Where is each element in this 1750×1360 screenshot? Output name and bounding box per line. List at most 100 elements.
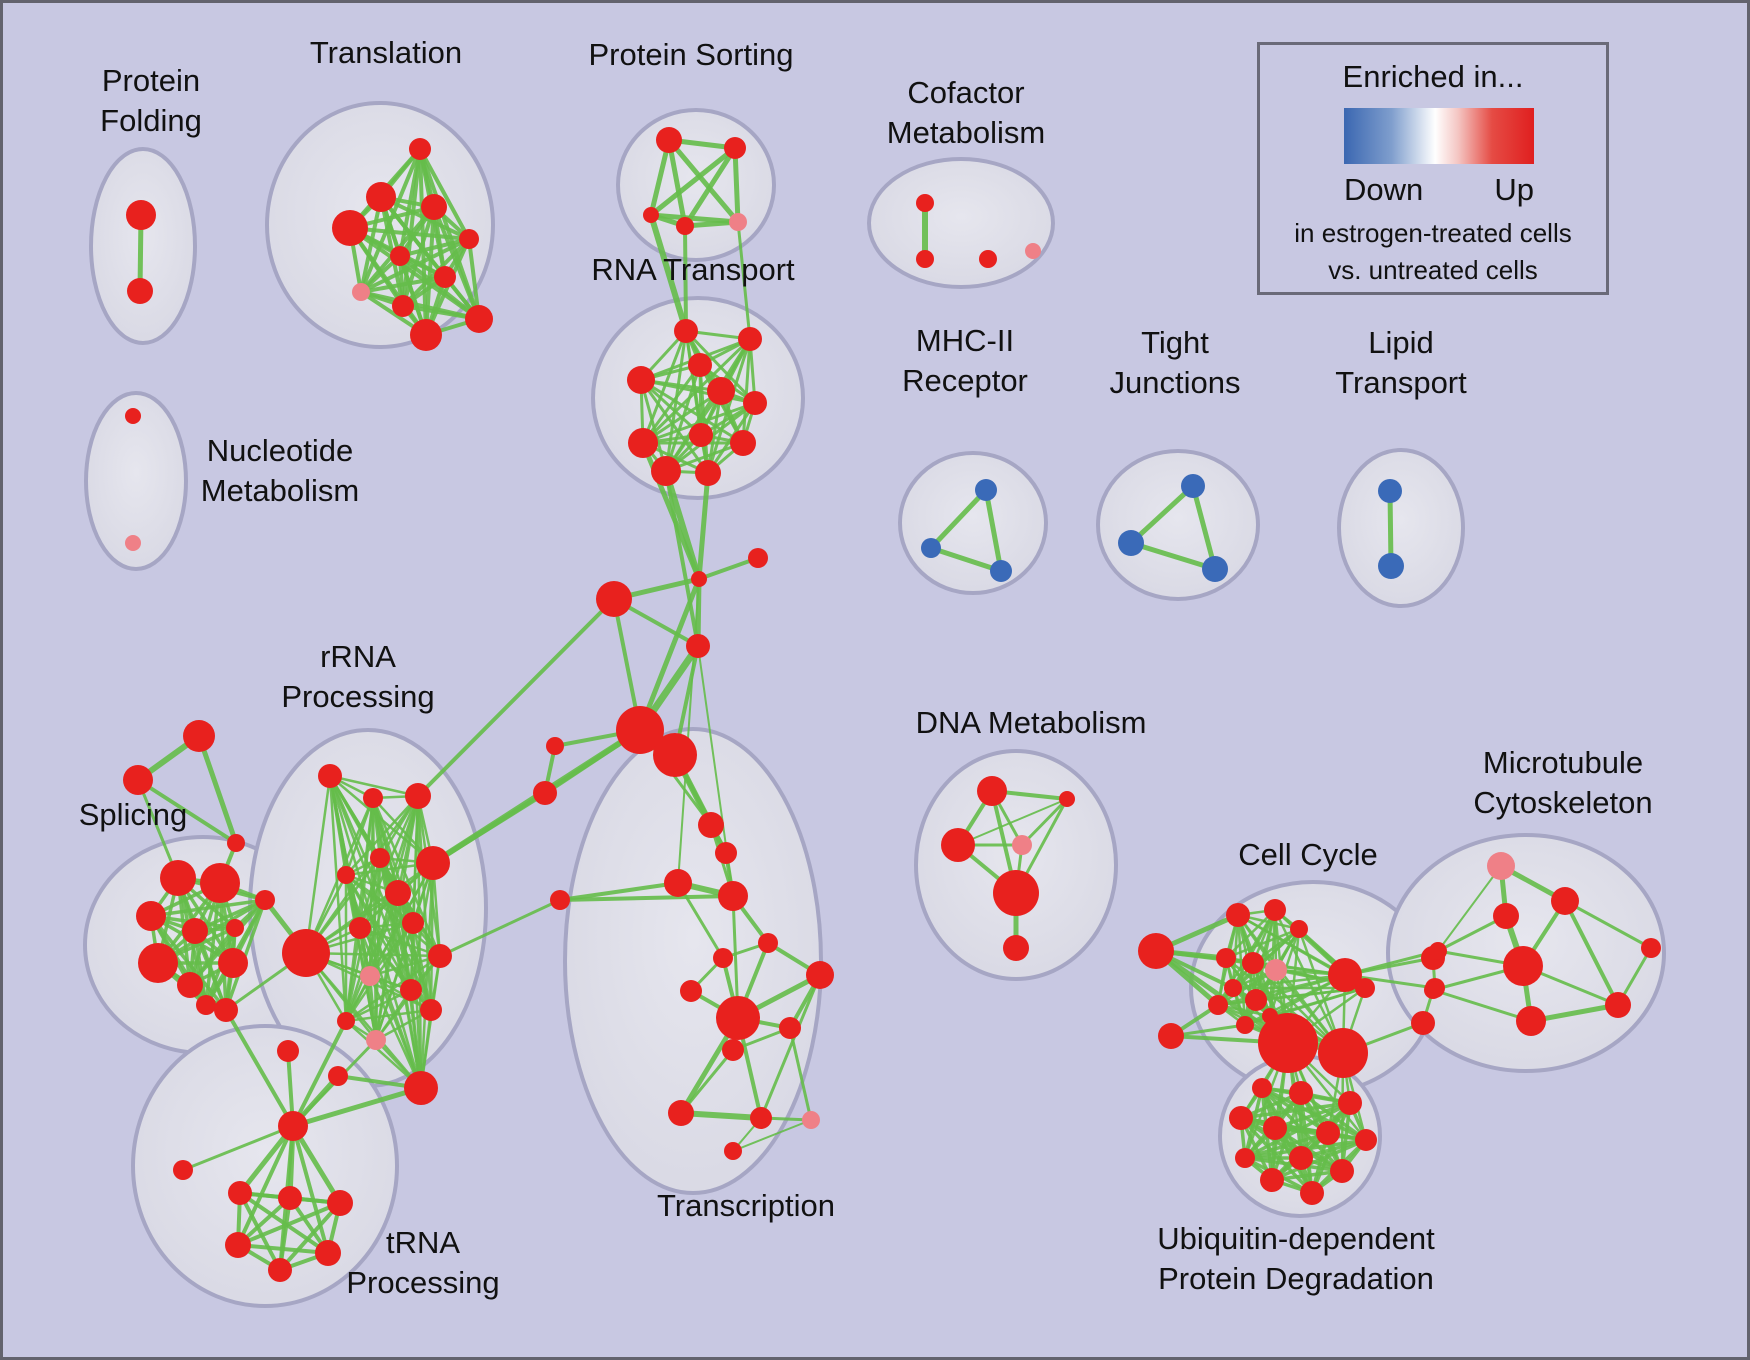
node-splicing-triangle[interactable] — [123, 765, 153, 795]
node-rrna-processing[interactable] — [318, 764, 342, 788]
node-dna-metabolism[interactable] — [1059, 791, 1075, 807]
node-central-connectors[interactable] — [550, 890, 570, 910]
node-cofactor-metabolism[interactable] — [916, 250, 934, 268]
node-ubiquitin-degradation[interactable] — [1289, 1081, 1313, 1105]
node-splicing[interactable] — [177, 972, 203, 998]
node-translation[interactable] — [392, 295, 414, 317]
node-protein-folding[interactable] — [127, 278, 153, 304]
node-rrna-processing[interactable] — [428, 944, 452, 968]
node-translation[interactable] — [409, 138, 431, 160]
node-trna-processing[interactable] — [173, 1160, 193, 1180]
node-ubiquitin-degradation[interactable] — [1316, 1121, 1340, 1145]
node-rrna-processing[interactable] — [337, 866, 355, 884]
node-translation[interactable] — [366, 182, 396, 212]
node-translation[interactable] — [434, 266, 456, 288]
node-cell-cycle[interactable] — [1216, 948, 1236, 968]
node-trna-processing[interactable] — [228, 1181, 252, 1205]
node-protein-sorting[interactable] — [724, 137, 746, 159]
node-transcription[interactable] — [716, 996, 760, 1040]
node-cell-cycle[interactable] — [1411, 1011, 1435, 1035]
node-rna-transport[interactable] — [628, 428, 658, 458]
node-mhc-ii-receptor[interactable] — [975, 479, 997, 501]
node-protein-sorting[interactable] — [676, 217, 694, 235]
node-central-connectors[interactable] — [596, 581, 632, 617]
node-translation[interactable] — [352, 283, 370, 301]
node-nucleotide-metabolism[interactable] — [125, 535, 141, 551]
node-transcription[interactable] — [758, 933, 778, 953]
node-rna-transport[interactable] — [707, 377, 735, 405]
node-microtubule-cytoskeleton[interactable] — [1641, 938, 1661, 958]
node-microtubule-cytoskeleton[interactable] — [1503, 946, 1543, 986]
node-ubiquitin-degradation[interactable] — [1263, 1116, 1287, 1140]
node-rna-transport[interactable] — [730, 430, 756, 456]
node-rrna-processing[interactable] — [370, 848, 390, 868]
node-cell-cycle[interactable] — [1258, 1013, 1318, 1073]
node-central-connectors[interactable] — [691, 571, 707, 587]
node-protein-folding[interactable] — [126, 200, 156, 230]
node-trna-processing[interactable] — [315, 1240, 341, 1266]
node-cell-cycle[interactable] — [1245, 989, 1267, 1011]
node-central-connectors[interactable] — [533, 781, 557, 805]
node-transcription[interactable] — [722, 1039, 744, 1061]
node-ubiquitin-degradation[interactable] — [1300, 1181, 1324, 1205]
node-microtubule-cytoskeleton[interactable] — [1493, 903, 1519, 929]
node-rrna-processing[interactable] — [385, 880, 411, 906]
node-splicing[interactable] — [200, 863, 240, 903]
node-rna-transport[interactable] — [743, 391, 767, 415]
node-transcription[interactable] — [718, 881, 748, 911]
node-translation[interactable] — [410, 319, 442, 351]
node-cofactor-metabolism[interactable] — [1025, 243, 1041, 259]
node-tight-junctions[interactable] — [1118, 530, 1144, 556]
node-transcription[interactable] — [713, 948, 733, 968]
node-protein-sorting[interactable] — [729, 213, 747, 231]
node-splicing-triangle[interactable] — [227, 834, 245, 852]
node-cell-cycle[interactable] — [1265, 959, 1287, 981]
node-translation[interactable] — [390, 246, 410, 266]
node-transcription[interactable] — [680, 980, 702, 1002]
node-rrna-processing[interactable] — [360, 966, 380, 986]
node-central-connectors[interactable] — [546, 737, 564, 755]
node-microtubule-cytoskeleton[interactable] — [1487, 852, 1515, 880]
node-cell-cycle[interactable] — [1264, 899, 1286, 921]
node-splicing[interactable] — [136, 901, 166, 931]
node-microtubule-cytoskeleton[interactable] — [1516, 1006, 1546, 1036]
node-protein-sorting[interactable] — [643, 207, 659, 223]
node-ubiquitin-degradation[interactable] — [1355, 1129, 1377, 1151]
node-splicing[interactable] — [196, 995, 216, 1015]
node-rrna-processing[interactable] — [366, 1030, 386, 1050]
node-cell-cycle[interactable] — [1242, 952, 1264, 974]
node-cell-cycle[interactable] — [1224, 979, 1242, 997]
node-transcription[interactable] — [668, 1100, 694, 1126]
node-dna-metabolism[interactable] — [993, 870, 1039, 916]
node-central-connectors[interactable] — [616, 706, 664, 754]
node-nucleotide-metabolism[interactable] — [125, 408, 141, 424]
node-dna-metabolism[interactable] — [1003, 935, 1029, 961]
node-dna-metabolism[interactable] — [1012, 835, 1032, 855]
node-rrna-processing[interactable] — [416, 846, 450, 880]
node-protein-sorting[interactable] — [656, 127, 682, 153]
node-cell-cycle[interactable] — [1138, 933, 1174, 969]
node-lipid-transport[interactable] — [1378, 553, 1404, 579]
node-rrna-processing[interactable] — [404, 1071, 438, 1105]
node-transcription[interactable] — [779, 1017, 801, 1039]
node-splicing[interactable] — [218, 948, 248, 978]
node-central-connectors[interactable] — [653, 733, 697, 777]
node-microtubule-cytoskeleton[interactable] — [1429, 942, 1447, 960]
node-translation[interactable] — [332, 210, 368, 246]
node-trna-processing[interactable] — [328, 1066, 348, 1086]
node-rrna-processing[interactable] — [337, 1012, 355, 1030]
node-cofactor-metabolism[interactable] — [979, 250, 997, 268]
node-splicing[interactable] — [160, 860, 196, 896]
node-rna-transport[interactable] — [627, 366, 655, 394]
node-ubiquitin-degradation[interactable] — [1260, 1168, 1284, 1192]
node-cofactor-metabolism[interactable] — [916, 194, 934, 212]
node-rrna-processing[interactable] — [349, 917, 371, 939]
node-microtubule-cytoskeleton[interactable] — [1424, 981, 1442, 999]
node-splicing[interactable] — [255, 890, 275, 910]
node-cell-cycle[interactable] — [1226, 903, 1250, 927]
node-transcription[interactable] — [806, 961, 834, 989]
node-ubiquitin-degradation[interactable] — [1289, 1146, 1313, 1170]
node-microtubule-cytoskeleton[interactable] — [1551, 887, 1579, 915]
node-splicing[interactable] — [182, 918, 208, 944]
node-tight-junctions[interactable] — [1202, 556, 1228, 582]
